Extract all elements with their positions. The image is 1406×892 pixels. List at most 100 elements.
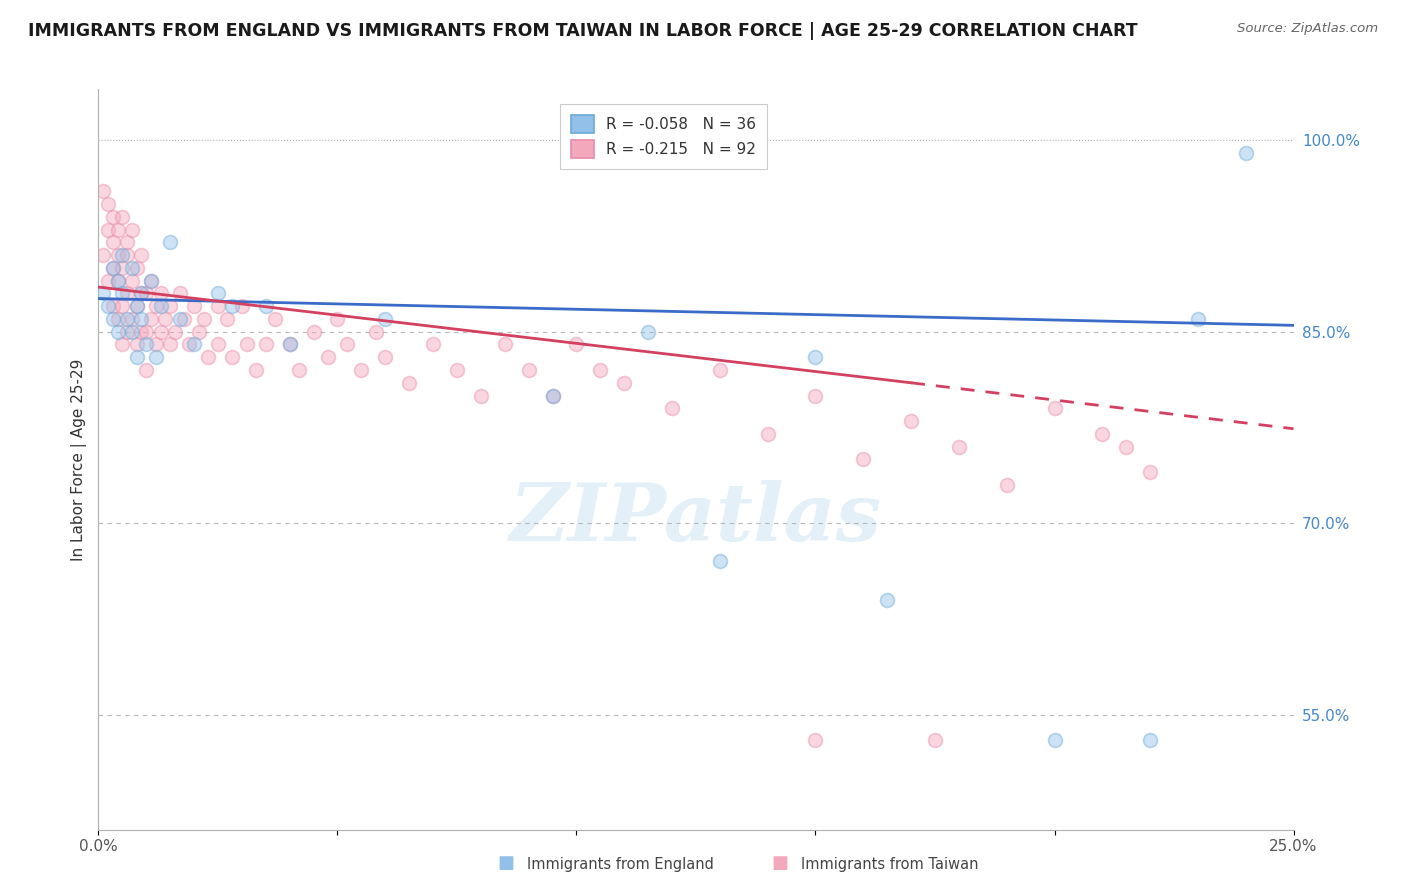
Point	[398, 376, 420, 390]
Point	[111, 210, 134, 224]
Point	[326, 312, 349, 326]
Text: IMMIGRANTS FROM ENGLAND VS IMMIGRANTS FROM TAIWAN IN LABOR FORCE | AGE 25-29 COR: IMMIGRANTS FROM ENGLAND VS IMMIGRANTS FR…	[28, 22, 1137, 40]
Point	[125, 351, 148, 365]
Point	[804, 733, 827, 747]
Point	[149, 286, 172, 301]
Point	[111, 299, 134, 313]
Point	[565, 337, 588, 351]
Point	[589, 363, 612, 377]
Point	[876, 592, 898, 607]
Point	[91, 286, 114, 301]
Point	[115, 248, 138, 262]
Text: Immigrants from Taiwan: Immigrants from Taiwan	[801, 857, 979, 872]
Point	[1139, 465, 1161, 479]
Point	[139, 312, 162, 326]
Point	[374, 312, 396, 326]
Point	[207, 299, 229, 313]
Y-axis label: In Labor Force | Age 25-29: In Labor Force | Age 25-29	[72, 359, 87, 560]
Point	[183, 337, 205, 351]
Point	[302, 325, 325, 339]
Point	[245, 363, 267, 377]
Point	[97, 222, 120, 236]
Point	[111, 260, 134, 275]
Point	[115, 325, 138, 339]
Point	[107, 274, 129, 288]
Point	[159, 337, 181, 351]
Point	[207, 337, 229, 351]
Point	[278, 337, 301, 351]
Point	[115, 235, 138, 250]
Point	[107, 312, 129, 326]
Point	[107, 248, 129, 262]
Point	[254, 299, 277, 313]
Point	[121, 260, 143, 275]
Point	[107, 274, 129, 288]
Point	[169, 286, 191, 301]
Point	[446, 363, 468, 377]
Point	[900, 414, 922, 428]
Point	[1187, 312, 1209, 326]
Point	[101, 260, 124, 275]
Point	[163, 325, 186, 339]
Point	[101, 260, 124, 275]
Point	[197, 351, 219, 365]
Point	[374, 351, 396, 365]
Point	[173, 312, 195, 326]
Point	[149, 325, 172, 339]
Point	[661, 401, 683, 416]
Point	[97, 197, 120, 211]
Point	[756, 426, 779, 441]
Point	[97, 299, 120, 313]
Point	[159, 235, 181, 250]
Point	[131, 312, 153, 326]
Point	[121, 274, 143, 288]
Point	[541, 388, 564, 402]
Point	[91, 248, 114, 262]
Point	[135, 337, 157, 351]
Point	[121, 222, 143, 236]
Point	[125, 337, 148, 351]
Point	[131, 286, 153, 301]
Point	[125, 299, 148, 313]
Point	[350, 363, 373, 377]
Point	[145, 351, 167, 365]
Point	[924, 733, 946, 747]
Point	[1043, 733, 1066, 747]
Point	[125, 299, 148, 313]
Point	[193, 312, 215, 326]
Point	[709, 554, 731, 568]
Point	[97, 274, 120, 288]
Point	[149, 299, 172, 313]
Point	[336, 337, 359, 351]
Point	[948, 440, 970, 454]
Point	[131, 248, 153, 262]
Point	[470, 388, 492, 402]
Point	[1139, 733, 1161, 747]
Point	[91, 184, 114, 198]
Point	[709, 363, 731, 377]
Text: Source: ZipAtlas.com: Source: ZipAtlas.com	[1237, 22, 1378, 36]
Point	[1115, 440, 1137, 454]
Point	[179, 337, 201, 351]
Point	[115, 286, 138, 301]
Text: Immigrants from England: Immigrants from England	[527, 857, 714, 872]
Point	[207, 286, 229, 301]
Point	[159, 299, 181, 313]
Point	[995, 478, 1018, 492]
Point	[135, 286, 157, 301]
Point	[107, 325, 129, 339]
Text: ■: ■	[498, 855, 515, 872]
Point	[111, 248, 134, 262]
Point	[541, 388, 564, 402]
Point	[852, 452, 875, 467]
Point	[1234, 146, 1257, 161]
Point	[422, 337, 444, 351]
Point	[131, 286, 153, 301]
Point	[107, 222, 129, 236]
Point	[221, 351, 243, 365]
Point	[101, 210, 124, 224]
Point	[121, 325, 143, 339]
Point	[1043, 401, 1066, 416]
Point	[155, 312, 177, 326]
Point	[115, 312, 138, 326]
